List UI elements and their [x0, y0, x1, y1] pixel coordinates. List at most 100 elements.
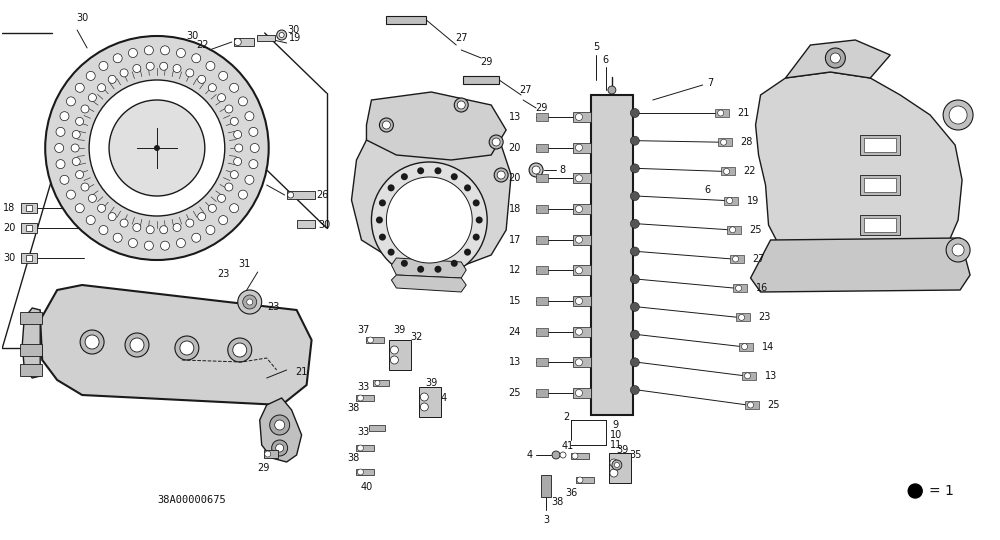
- Circle shape: [276, 444, 284, 452]
- Bar: [745, 401, 759, 409]
- Bar: [536, 389, 548, 397]
- Circle shape: [80, 330, 104, 354]
- Circle shape: [98, 204, 106, 212]
- Circle shape: [417, 167, 424, 174]
- Text: 12: 12: [509, 265, 521, 275]
- Circle shape: [275, 420, 285, 430]
- Text: 5: 5: [593, 42, 599, 52]
- Bar: [573, 112, 591, 122]
- Bar: [373, 380, 389, 386]
- Text: 27: 27: [753, 254, 765, 264]
- Circle shape: [575, 328, 582, 335]
- Circle shape: [176, 239, 185, 247]
- Bar: [573, 143, 591, 153]
- Circle shape: [75, 204, 84, 213]
- Circle shape: [560, 452, 566, 458]
- Circle shape: [451, 260, 458, 267]
- Circle shape: [76, 117, 84, 125]
- Circle shape: [451, 173, 458, 180]
- Bar: [536, 205, 548, 213]
- Text: 19: 19: [289, 33, 301, 43]
- Circle shape: [144, 46, 153, 55]
- Circle shape: [71, 144, 79, 152]
- Polygon shape: [391, 275, 466, 292]
- Bar: [573, 327, 591, 336]
- Circle shape: [949, 106, 967, 124]
- Circle shape: [245, 176, 254, 184]
- Circle shape: [727, 198, 733, 204]
- Bar: [727, 226, 741, 234]
- Text: 18: 18: [3, 203, 15, 213]
- Bar: [573, 357, 591, 367]
- Circle shape: [88, 93, 96, 102]
- Circle shape: [113, 54, 122, 63]
- Polygon shape: [366, 92, 506, 160]
- Text: 8: 8: [559, 165, 565, 175]
- Circle shape: [630, 247, 639, 256]
- Circle shape: [56, 127, 65, 137]
- Circle shape: [388, 248, 395, 255]
- Bar: [739, 342, 753, 350]
- Text: 15: 15: [509, 296, 521, 306]
- Text: 13: 13: [765, 371, 777, 381]
- Circle shape: [718, 110, 724, 116]
- Bar: [573, 235, 591, 245]
- Circle shape: [161, 241, 170, 250]
- Circle shape: [575, 359, 582, 366]
- Circle shape: [489, 135, 503, 149]
- Bar: [736, 313, 750, 321]
- Circle shape: [375, 381, 380, 386]
- Circle shape: [357, 445, 363, 451]
- Circle shape: [420, 403, 428, 411]
- Circle shape: [60, 176, 69, 184]
- Circle shape: [72, 131, 80, 138]
- Text: 26: 26: [316, 190, 329, 200]
- Circle shape: [99, 62, 108, 70]
- Circle shape: [218, 93, 225, 102]
- Circle shape: [144, 241, 153, 250]
- Text: 27: 27: [519, 85, 531, 95]
- Bar: [20, 344, 42, 356]
- Circle shape: [208, 84, 216, 92]
- Polygon shape: [391, 258, 466, 278]
- Circle shape: [721, 139, 727, 145]
- Text: 37: 37: [357, 325, 370, 335]
- Bar: [369, 425, 385, 431]
- Text: 29: 29: [535, 103, 547, 113]
- Bar: [573, 388, 591, 398]
- Polygon shape: [22, 308, 40, 378]
- Circle shape: [56, 160, 65, 168]
- Text: 22: 22: [196, 40, 209, 50]
- Circle shape: [186, 69, 194, 77]
- Bar: [21, 203, 37, 213]
- Circle shape: [86, 71, 95, 80]
- Text: 4: 4: [527, 450, 533, 460]
- Circle shape: [497, 171, 505, 179]
- Circle shape: [238, 97, 247, 106]
- Bar: [356, 445, 374, 451]
- Circle shape: [130, 338, 144, 352]
- Text: 14: 14: [762, 342, 774, 352]
- Text: 25: 25: [768, 400, 780, 410]
- Circle shape: [99, 226, 108, 234]
- Text: 23: 23: [759, 313, 771, 322]
- Circle shape: [81, 105, 89, 113]
- Bar: [730, 255, 744, 263]
- Circle shape: [208, 204, 216, 212]
- Circle shape: [265, 451, 271, 457]
- Circle shape: [108, 76, 116, 83]
- Circle shape: [45, 36, 269, 260]
- Bar: [356, 395, 374, 401]
- Bar: [576, 477, 594, 483]
- Text: 25: 25: [509, 388, 521, 398]
- Circle shape: [745, 373, 751, 379]
- Circle shape: [610, 469, 618, 477]
- Circle shape: [238, 290, 262, 314]
- Text: = 1: = 1: [929, 484, 954, 498]
- Text: 29: 29: [258, 463, 270, 473]
- Circle shape: [630, 219, 639, 228]
- Circle shape: [230, 204, 239, 213]
- Circle shape: [108, 213, 116, 221]
- Bar: [26, 255, 32, 261]
- Circle shape: [270, 415, 290, 435]
